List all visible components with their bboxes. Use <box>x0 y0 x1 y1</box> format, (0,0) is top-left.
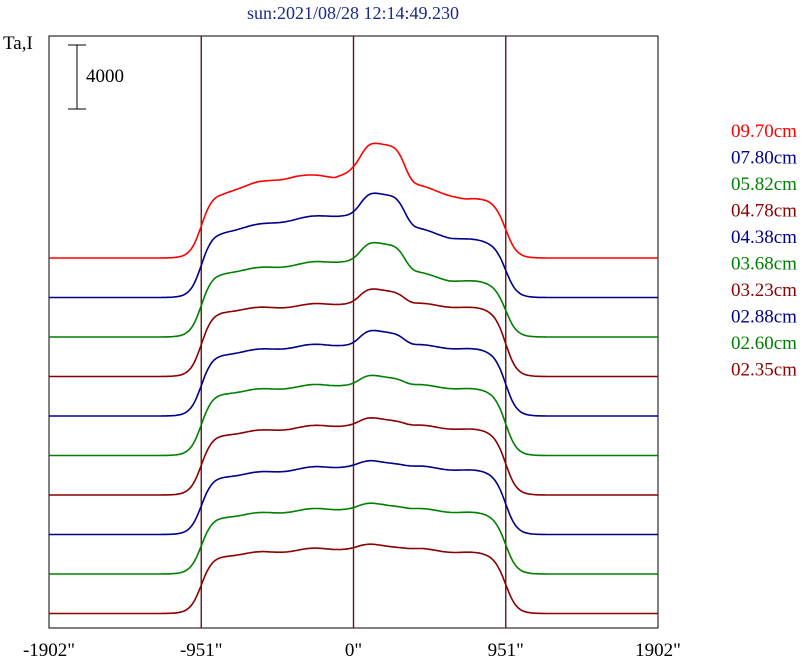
series-curves <box>49 142 658 615</box>
chart-title: sun:2021/08/28 12:14:49.230 <box>247 3 459 23</box>
scale-bar: 4000 <box>68 44 124 110</box>
legend-entry: 03.68cm <box>731 254 797 275</box>
reference-lines <box>200 36 507 628</box>
legend-entry: 02.88cm <box>731 307 797 328</box>
legend-entry: 02.35cm <box>731 360 797 381</box>
x-tick-label: 0" <box>345 640 362 661</box>
x-tick-label: -951" <box>180 640 223 661</box>
series-line-04.78cm <box>49 288 658 378</box>
x-axis-ticks: -1902" -951" 0" 951" 1902" <box>23 640 681 661</box>
legend: 09.70cm 07.80cm 05.82cm 04.78cm 04.38cm 03.68… <box>731 121 797 381</box>
x-tick-label: -1902" <box>23 640 75 661</box>
series-line-09.70cm <box>49 142 658 259</box>
x-tick-label: 1902" <box>635 640 681 661</box>
legend-entry: 09.70cm <box>731 121 797 142</box>
series-line-02.60cm <box>49 502 658 575</box>
series-line-03.23cm <box>49 416 658 496</box>
series-line-02.35cm <box>49 543 658 615</box>
legend-entry: 03.23cm <box>731 280 797 301</box>
legend-entry: 02.60cm <box>731 333 797 354</box>
legend-entry: 07.80cm <box>731 148 797 169</box>
series-line-03.68cm <box>49 374 658 457</box>
series-line-07.80cm <box>49 192 658 299</box>
legend-entry: 05.82cm <box>731 174 797 195</box>
series-line-05.82cm <box>49 241 658 338</box>
scale-bar-label: 4000 <box>86 66 124 87</box>
series-line-04.38cm <box>49 329 658 417</box>
y-axis-label: Ta,I <box>3 33 33 54</box>
legend-entry: 04.38cm <box>731 227 797 248</box>
series-line-02.88cm <box>49 459 658 536</box>
legend-entry: 04.78cm <box>731 201 797 222</box>
x-tick-label: 951" <box>488 640 524 661</box>
